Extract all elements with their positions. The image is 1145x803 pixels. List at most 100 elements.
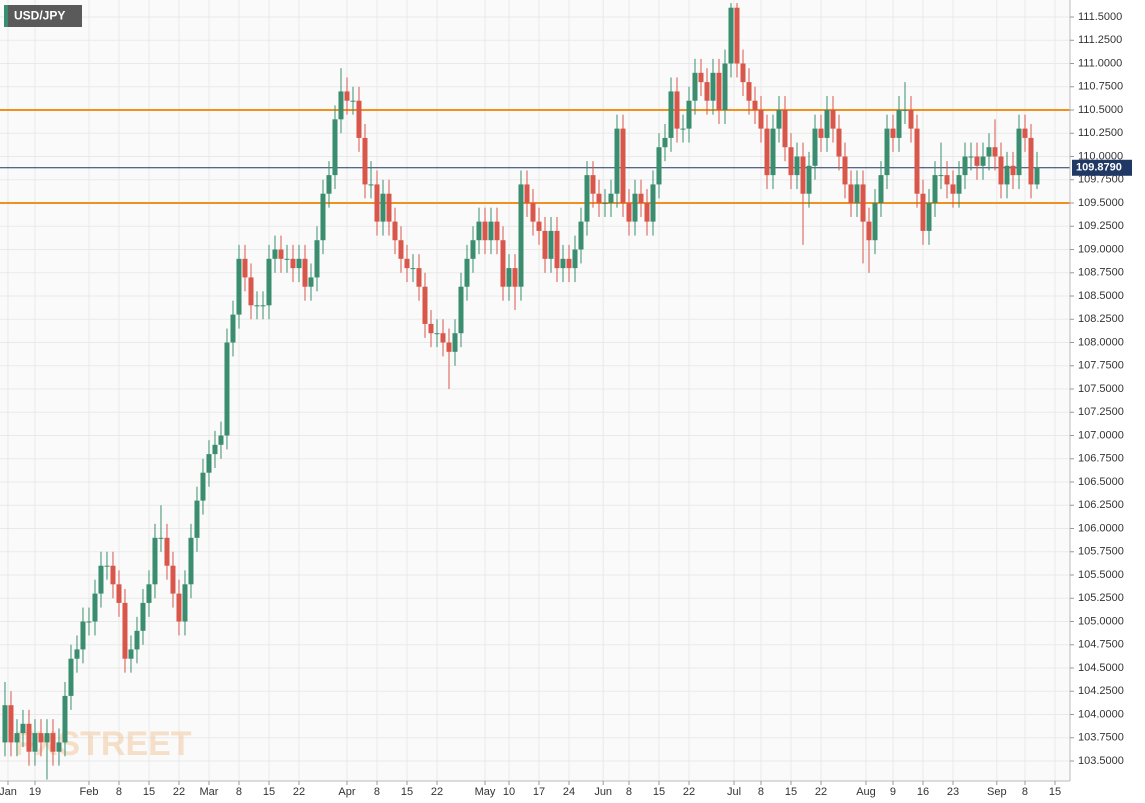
candle-body — [566, 258, 572, 269]
candle-body — [734, 7, 740, 64]
candle-body — [128, 649, 134, 659]
y-tick-label: 111.0000 — [1078, 57, 1122, 69]
last-price-label: 109.8790 — [1076, 162, 1122, 174]
candle-body — [800, 156, 806, 194]
candle-body — [596, 193, 602, 204]
candle-body — [842, 156, 848, 185]
x-tick-label: 10 — [503, 786, 515, 798]
candle-body — [872, 203, 878, 241]
candle-body — [542, 230, 548, 259]
candle-body — [536, 221, 542, 231]
y-tick-label: 108.5000 — [1078, 290, 1124, 302]
candle-body — [812, 128, 818, 166]
x-tick-label: 15 — [653, 786, 665, 798]
x-tick-label: Mar — [200, 786, 219, 798]
x-tick-label: 23 — [947, 786, 959, 798]
candle-body — [830, 110, 836, 129]
candle-body — [398, 240, 404, 259]
y-tick-label: 106.2500 — [1078, 499, 1124, 511]
candle-body — [122, 602, 128, 659]
candle-body — [674, 91, 680, 129]
candle-body — [434, 333, 440, 335]
candle-body — [962, 156, 968, 176]
x-tick-label: 8 — [626, 786, 632, 798]
candle-body — [212, 444, 218, 455]
candle-body — [728, 7, 734, 64]
candle-body — [20, 723, 26, 734]
candle-body — [902, 110, 908, 112]
x-tick-label: 8 — [236, 786, 242, 798]
y-tick-label: 105.2500 — [1078, 592, 1124, 604]
y-tick-label: 105.7500 — [1078, 546, 1124, 558]
y-tick-label: 104.7500 — [1078, 639, 1124, 651]
candle-body — [638, 193, 644, 204]
candle-body — [446, 342, 452, 352]
x-tick-label: 15 — [401, 786, 413, 798]
y-tick-label: 104.5000 — [1078, 662, 1124, 674]
candle-body — [986, 147, 992, 157]
x-tick-label: 8 — [374, 786, 380, 798]
x-tick-label: 22 — [683, 786, 695, 798]
x-tick-label: 15 — [263, 786, 275, 798]
candle-body — [452, 333, 458, 352]
candle-body — [260, 305, 266, 307]
candle-body — [356, 100, 362, 138]
x-tick-label: 8 — [116, 786, 122, 798]
candle-body — [494, 221, 500, 241]
candle-body — [938, 175, 944, 177]
candle-body — [782, 110, 788, 148]
x-tick-label: 16 — [917, 786, 929, 798]
candle-body — [362, 137, 368, 185]
candle-body — [2, 705, 8, 743]
candle-body — [920, 193, 926, 231]
candle-body — [1028, 137, 1034, 185]
candle-body — [710, 72, 716, 101]
x-tick-label: 15 — [143, 786, 155, 798]
candle-body — [584, 175, 590, 222]
candle-body — [26, 723, 32, 752]
candle-body — [410, 268, 416, 270]
candle-body — [1004, 165, 1010, 185]
candle-body — [548, 230, 554, 259]
candle-body — [680, 128, 686, 130]
candle-body — [176, 593, 182, 622]
candle-body — [476, 221, 482, 241]
candle-body — [884, 128, 890, 176]
candle-body — [314, 240, 320, 278]
y-tick-label: 106.5000 — [1078, 476, 1124, 488]
candle-body — [14, 733, 20, 743]
candle-body — [530, 203, 536, 222]
candle-body — [110, 565, 116, 585]
candle-body — [626, 203, 632, 222]
candle-body — [488, 221, 494, 241]
candle-body — [392, 221, 398, 241]
candle-body — [518, 184, 524, 287]
candle-body — [230, 314, 236, 343]
x-tick-label: 24 — [563, 786, 575, 798]
candle-body — [344, 91, 350, 101]
candle-body — [338, 91, 344, 120]
candle-body — [686, 100, 692, 129]
candle-body — [374, 184, 380, 222]
y-tick-label: 107.5000 — [1078, 383, 1124, 395]
candle-body — [890, 128, 896, 138]
candle-body — [308, 277, 314, 287]
y-tick-label: 109.7500 — [1078, 174, 1124, 186]
candle-body — [470, 240, 476, 259]
candle-body — [968, 156, 974, 158]
candle-body — [632, 193, 638, 222]
candle-body — [758, 110, 764, 129]
candle-body — [194, 500, 200, 538]
y-tick-label: 109.0000 — [1078, 243, 1124, 255]
candle-body — [590, 175, 596, 194]
x-tick-label: Jul — [727, 786, 741, 798]
candle-body — [794, 156, 800, 176]
candle-body — [50, 733, 56, 752]
candle-body — [368, 184, 374, 186]
candle-body — [668, 91, 674, 138]
candle-body — [644, 203, 650, 222]
candle-body — [602, 203, 608, 205]
y-tick-label: 111.5000 — [1078, 11, 1122, 23]
candle-body — [1034, 167, 1040, 185]
candle-body — [164, 537, 170, 566]
